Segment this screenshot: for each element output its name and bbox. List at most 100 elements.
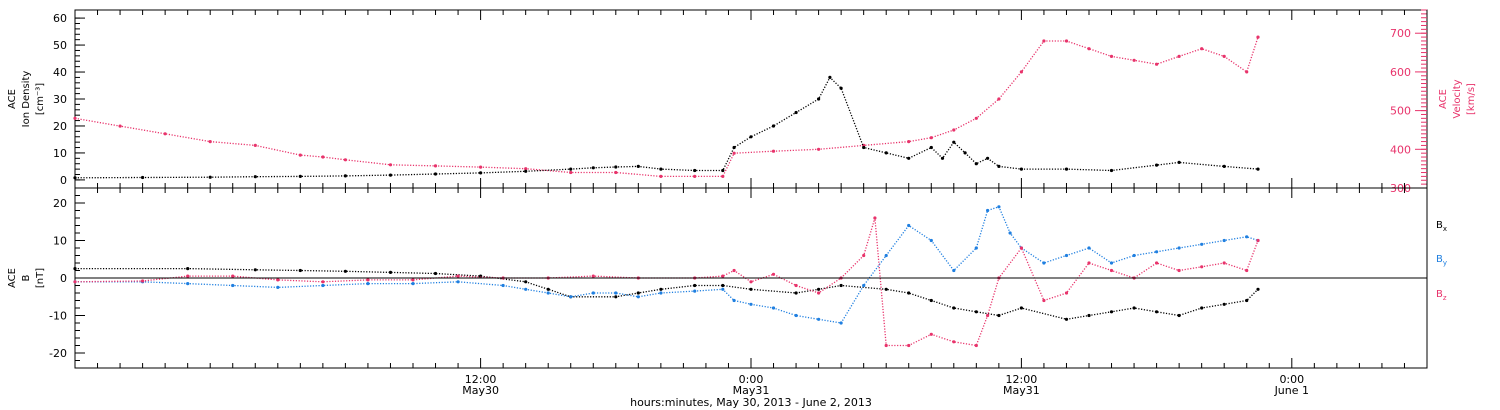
data-point: [952, 306, 956, 310]
data-point: [231, 283, 235, 288]
data-point: [1019, 246, 1024, 250]
series-trace: [74, 217, 1259, 347]
data-point: [636, 295, 640, 299]
data-point: [907, 223, 911, 228]
data-point: [1132, 253, 1136, 258]
legend-By: By: [1436, 254, 1447, 267]
data-point: [862, 145, 866, 150]
density-tick-label: 10: [53, 147, 67, 160]
density-tick-label: 20: [53, 120, 67, 133]
data-point: [1245, 268, 1249, 273]
data-point: [1177, 54, 1181, 59]
date-tick-label: May31: [733, 384, 770, 397]
data-point: [231, 274, 235, 278]
data-point: [1155, 310, 1159, 314]
data-point: [1177, 160, 1181, 164]
data-point: [524, 280, 528, 284]
data-point: [1064, 167, 1069, 171]
field-tick-label: 0: [60, 272, 67, 285]
data-point: [839, 283, 843, 288]
data-point: [907, 156, 911, 160]
data-point: [817, 291, 821, 295]
data-point: [253, 268, 257, 272]
velocity-tick-label: 700: [1390, 27, 1411, 40]
data-point: [1064, 253, 1069, 258]
data-point: [929, 298, 933, 303]
density-axis-title-line3: [cm⁻³]: [35, 83, 46, 115]
legend-Bx: Bx: [1436, 220, 1447, 233]
data-point: [1200, 265, 1204, 269]
data-point: [1155, 62, 1159, 66]
data-point: [986, 313, 990, 318]
data-point: [1064, 39, 1069, 43]
data-point: [884, 151, 888, 155]
data-point: [1109, 261, 1114, 265]
data-point: [721, 287, 725, 291]
data-point: [952, 128, 956, 132]
data-point: [974, 246, 978, 250]
data-point: [1245, 70, 1249, 74]
data-point: [1019, 306, 1024, 310]
data-point: [952, 140, 956, 144]
data-point: [1177, 246, 1181, 250]
data-point: [73, 176, 77, 180]
data-point: [591, 274, 595, 278]
data-point: [1132, 58, 1136, 62]
data-point: [321, 280, 325, 284]
data-point: [1087, 47, 1091, 51]
data-point: [771, 272, 776, 276]
data-point: [828, 75, 832, 79]
data-point: [997, 164, 1001, 168]
velocity-tick-label: 500: [1390, 105, 1411, 118]
data-point: [771, 124, 776, 128]
data-point: [433, 271, 438, 276]
data-point: [298, 268, 302, 273]
data-point: [298, 153, 302, 157]
data-point: [974, 343, 978, 348]
data-point: [817, 147, 821, 151]
data-point: [732, 151, 736, 155]
data-point: [321, 283, 325, 288]
data-point: [591, 166, 595, 170]
data-point: [1222, 164, 1226, 168]
data-point: [1064, 291, 1069, 295]
data-point: [73, 116, 77, 120]
data-point: [298, 174, 302, 178]
data-point: [907, 343, 911, 348]
data-point: [907, 291, 911, 295]
field-legend: Bx By Bz: [1436, 220, 1447, 302]
data-point: [693, 283, 697, 288]
time-tick-label: 12:00: [1006, 373, 1038, 386]
series-trace: [75, 267, 1259, 320]
data-point: [940, 156, 945, 160]
data-point: [1222, 238, 1226, 243]
data-point: [546, 291, 550, 295]
data-point: [873, 216, 877, 220]
data-point: [659, 167, 663, 171]
series-left-dots: [73, 75, 1260, 180]
data-point: [659, 287, 663, 291]
data-point: [794, 283, 798, 288]
data-point: [411, 278, 415, 282]
data-point: [388, 270, 393, 274]
velocity-axis-title-line3: [km/s]: [1466, 83, 1477, 115]
data-point: [1109, 168, 1114, 173]
data-point: [1008, 231, 1012, 235]
data-point: [614, 170, 618, 175]
data-point: [141, 175, 145, 180]
data-point: [952, 340, 956, 344]
data-point: [771, 306, 776, 310]
data-point: [569, 295, 573, 299]
series-Bz-dots: [73, 216, 1260, 348]
data-point: [163, 132, 167, 136]
data-point: [693, 174, 697, 178]
data-point: [253, 175, 257, 179]
data-point: [343, 158, 347, 162]
data-point: [1200, 242, 1204, 246]
data-point: [1245, 298, 1249, 303]
velocity-axis-title-line2: Velocity: [1452, 79, 1463, 118]
data-point: [1109, 54, 1114, 59]
top-series-layer: [73, 35, 1260, 180]
